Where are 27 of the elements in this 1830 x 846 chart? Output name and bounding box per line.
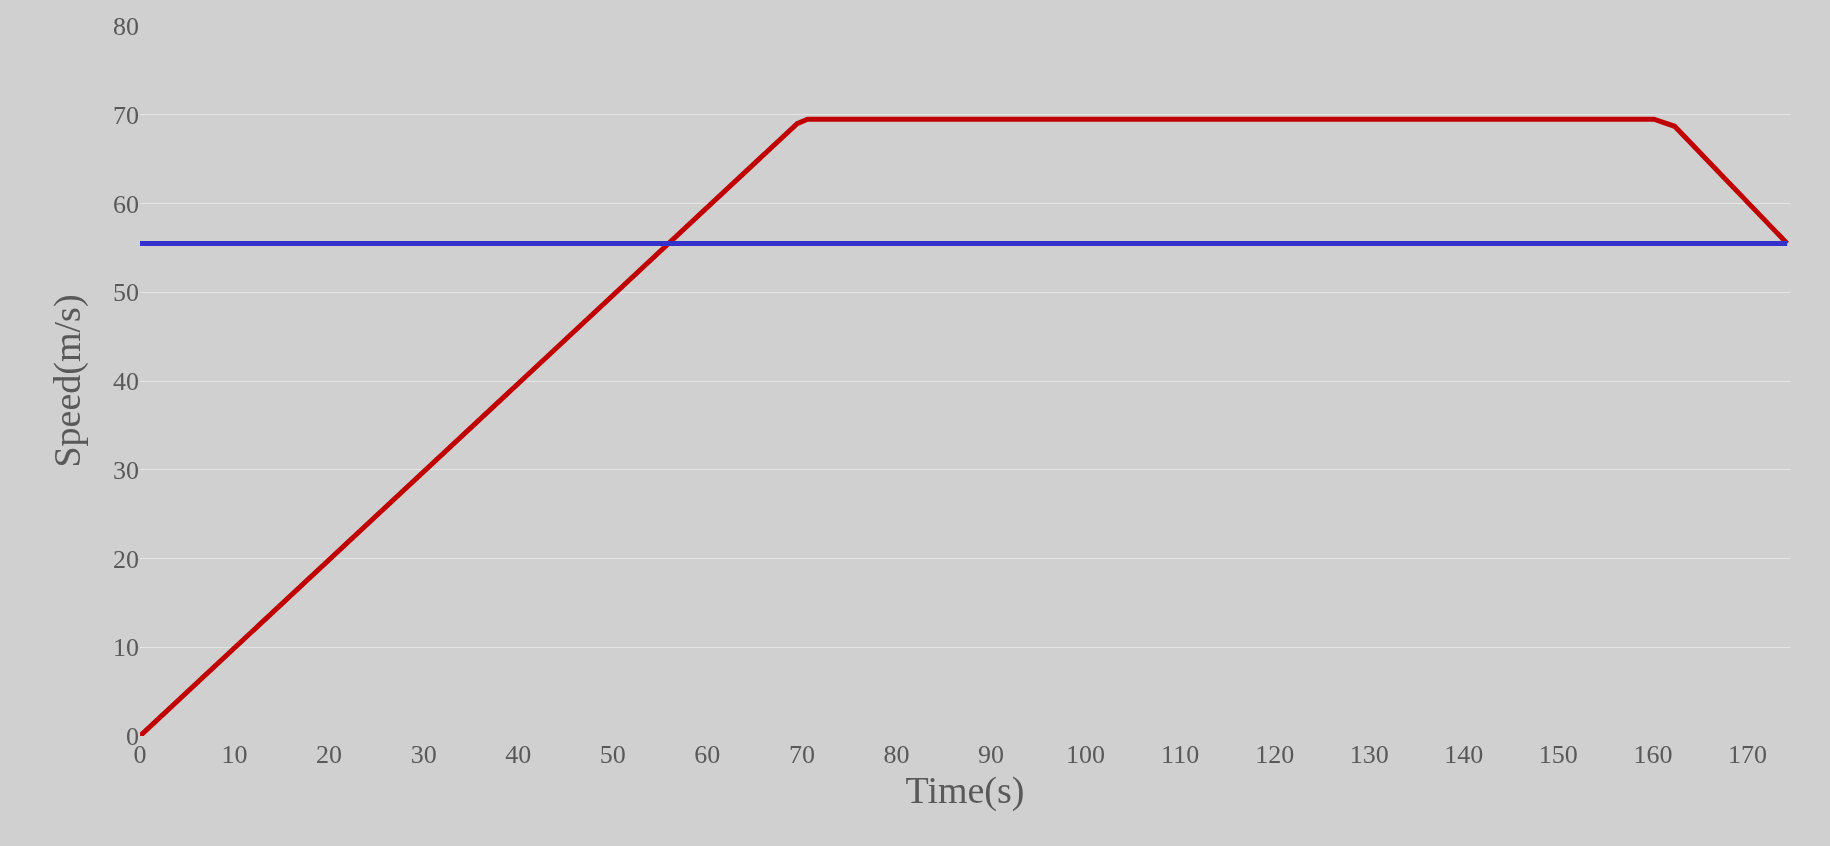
y-tick-label: 10 [113, 633, 139, 663]
y-tick-label: 50 [113, 278, 139, 308]
x-tick-label: 90 [978, 740, 1004, 769]
x-tick-label: 20 [316, 740, 343, 769]
y-tick-label: 20 [113, 544, 139, 574]
x-tick-label: 60 [694, 740, 721, 769]
x-tick-label: 70 [788, 740, 815, 769]
y-tick-label: 40 [113, 367, 139, 397]
x-tick-label: 40 [505, 740, 532, 769]
y-tick-label: 80 [113, 12, 139, 42]
x-tick-label: 170 [1727, 740, 1767, 769]
y-axis-title: Speed(m/s) [46, 294, 90, 468]
x-tick-label: 10 [221, 740, 248, 769]
y-tick-label: 60 [113, 189, 139, 219]
y-tick-label: 30 [113, 455, 139, 485]
x-axis-title: Time(s) [905, 769, 1025, 812]
x-tick-label: 150 [1538, 740, 1578, 769]
x-tick-label: 30 [410, 740, 437, 769]
x-tick-label: 130 [1349, 740, 1389, 769]
x-tick-label: 120 [1255, 740, 1295, 769]
x-tick-label: 140 [1444, 740, 1484, 769]
x-tick-label: 50 [599, 740, 626, 769]
x-tick-label: 160 [1633, 740, 1673, 769]
x-tick-label: 110 [1161, 740, 1200, 769]
x-tick-label: 80 [883, 740, 910, 769]
y-tick-label: 70 [113, 100, 139, 130]
x-tick-label: 100 [1066, 740, 1106, 769]
